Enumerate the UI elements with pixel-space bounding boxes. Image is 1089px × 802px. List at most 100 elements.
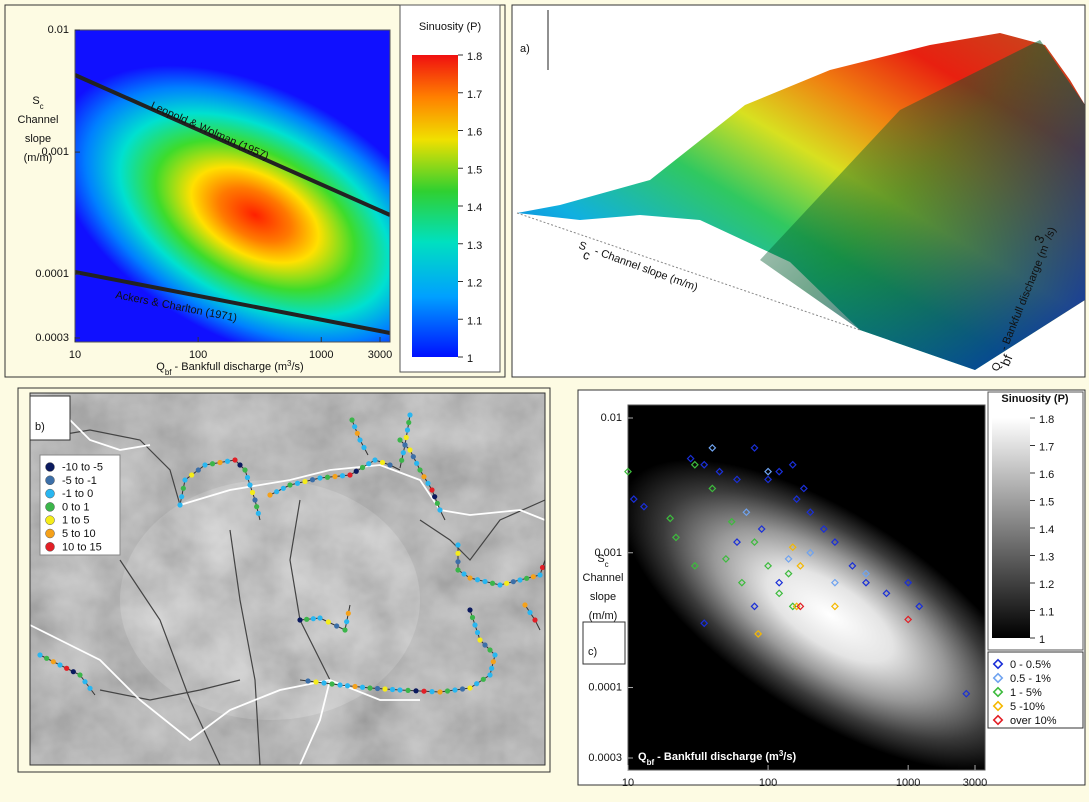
river-dot: [481, 677, 486, 682]
label-part: S: [32, 95, 39, 107]
river-dot: [225, 459, 230, 464]
river-dot: [490, 581, 495, 586]
river-dot: [334, 623, 339, 628]
river-dot: [372, 457, 377, 462]
x-tick-label: 10: [69, 349, 81, 361]
panel-label: a): [520, 43, 530, 55]
river-dot: [407, 412, 412, 417]
river-dot: [305, 678, 310, 683]
river-dot: [399, 458, 404, 463]
river-dot: [297, 617, 302, 622]
river-dot: [37, 652, 42, 657]
river-dot: [332, 474, 337, 479]
river-dot: [210, 461, 215, 466]
river-dot: [405, 688, 410, 693]
x-tick-label: 100: [189, 349, 207, 361]
y-label: Channel: [583, 572, 624, 584]
x-tick-label: 10: [622, 777, 634, 789]
legend-swatch: [46, 463, 55, 472]
river-dot: [467, 685, 472, 690]
river-dot: [404, 435, 409, 440]
river-dot: [537, 572, 542, 577]
river-dot: [511, 579, 516, 584]
y-tick-label: 0.0001: [35, 268, 69, 280]
river-dot: [397, 437, 402, 442]
y-tick-label: 0.0001: [588, 682, 622, 694]
legend-label: 0.5 - 1%: [1010, 673, 1051, 685]
x-tick-label: 3000: [963, 777, 987, 789]
river-dot: [345, 683, 350, 688]
river-dot: [382, 686, 387, 691]
river-dot: [352, 684, 357, 689]
river-dot: [437, 507, 442, 512]
river-dot: [429, 487, 434, 492]
river-dot: [491, 659, 496, 664]
y-tick-label: 0.01: [601, 412, 622, 424]
river-dot: [57, 662, 62, 667]
colorbar-tick-label: 1.5: [1039, 497, 1054, 509]
river-dot: [482, 579, 487, 584]
river-dot: [344, 619, 349, 624]
river-dot: [64, 666, 69, 671]
river-dot: [489, 666, 494, 671]
river-dot: [44, 656, 49, 661]
legend-label: 5 to 10: [62, 528, 96, 540]
river-dot: [337, 682, 342, 687]
river-dot: [452, 687, 457, 692]
river-dot: [182, 477, 187, 482]
river-dot: [354, 469, 359, 474]
label-part: /s): [292, 361, 304, 373]
river-dot: [87, 686, 92, 691]
river-dot: [425, 481, 430, 486]
legend-swatch: [46, 542, 55, 551]
legend-label: 0 - 0.5%: [1010, 659, 1051, 671]
river-dot: [189, 472, 194, 477]
river-dot: [196, 467, 201, 472]
river-dot: [406, 420, 411, 425]
river-dot: [455, 551, 460, 556]
river-dot: [405, 427, 410, 432]
river-dot: [317, 615, 322, 620]
river-dot: [504, 581, 509, 586]
colorbar-tick-label: 1.3: [1039, 552, 1054, 564]
label-part: S: [597, 553, 604, 565]
river-dot: [522, 602, 527, 607]
colorbar: [412, 55, 458, 357]
colorbar-tick-label: 1.5: [467, 164, 482, 176]
river-dot: [407, 447, 412, 452]
legend-label: 0 to 1: [62, 501, 90, 513]
y-tick-label: 0.0003: [588, 752, 622, 764]
legend-label: 1 to 5: [62, 515, 90, 527]
label-part: - Bankfull discharge (m: [654, 751, 779, 763]
river-dot: [51, 659, 56, 664]
river-dot: [497, 582, 502, 587]
river-dot: [77, 672, 82, 677]
y-label: (m/m): [589, 610, 618, 622]
river-dot: [247, 482, 252, 487]
river-dot: [417, 467, 422, 472]
river-dot: [325, 475, 330, 480]
river-dot: [357, 437, 362, 442]
colorbar-title: Sinuosity (P): [419, 21, 481, 33]
figure: Leopold & Wolman (1957) Ackers & Charlto…: [0, 0, 1089, 802]
river-dot: [177, 502, 182, 507]
y-label: slope: [25, 133, 51, 145]
river-dot: [360, 465, 365, 470]
river-dot: [487, 647, 492, 652]
river-dot: [237, 462, 242, 467]
river-dot: [179, 494, 184, 499]
legend-label: -10 to -5: [62, 462, 103, 474]
river-dot: [455, 559, 460, 564]
river-dot: [445, 688, 450, 693]
legend-label: -1 to 0: [62, 488, 93, 500]
y-tick-label: 0.0003: [35, 332, 69, 344]
colorbar-tick-label: 1: [1039, 634, 1045, 646]
label-part: c: [605, 560, 609, 569]
river-dot: [361, 445, 366, 450]
colorbar-tick-label: 1.1: [1039, 607, 1054, 619]
river-dot: [267, 492, 272, 497]
colorbar-tick-label: 1.7: [1039, 442, 1054, 454]
river-dot: [245, 475, 250, 480]
colorbar-tick-label: 1.2: [467, 278, 482, 290]
river-dot: [437, 689, 442, 694]
